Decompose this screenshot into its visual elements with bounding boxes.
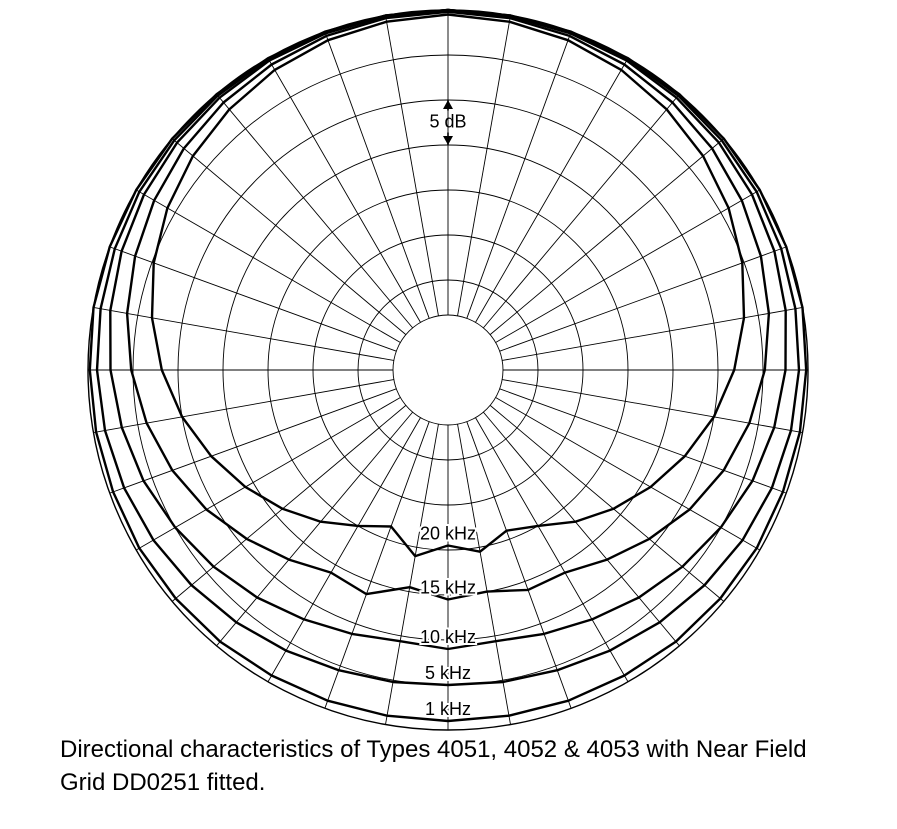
- polar-directivity-chart: 5 dB 20 kHz20 kHz15 kHz15 kHz10 kHz10 kH…: [0, 0, 897, 740]
- svg-text:5 kHz: 5 kHz: [425, 663, 471, 683]
- chart-caption: Directional characteristics of Types 405…: [60, 734, 840, 799]
- svg-text:1 kHz: 1 kHz: [425, 699, 471, 719]
- svg-text:10 kHz: 10 kHz: [420, 627, 476, 647]
- svg-text:5 dB: 5 dB: [429, 112, 466, 132]
- db-scale-label: 5 dB: [429, 100, 466, 145]
- svg-text:20 kHz: 20 kHz: [420, 524, 476, 544]
- svg-text:15 kHz: 15 kHz: [420, 578, 476, 598]
- page: 5 dB 20 kHz20 kHz15 kHz15 kHz10 kHz10 kH…: [0, 0, 897, 829]
